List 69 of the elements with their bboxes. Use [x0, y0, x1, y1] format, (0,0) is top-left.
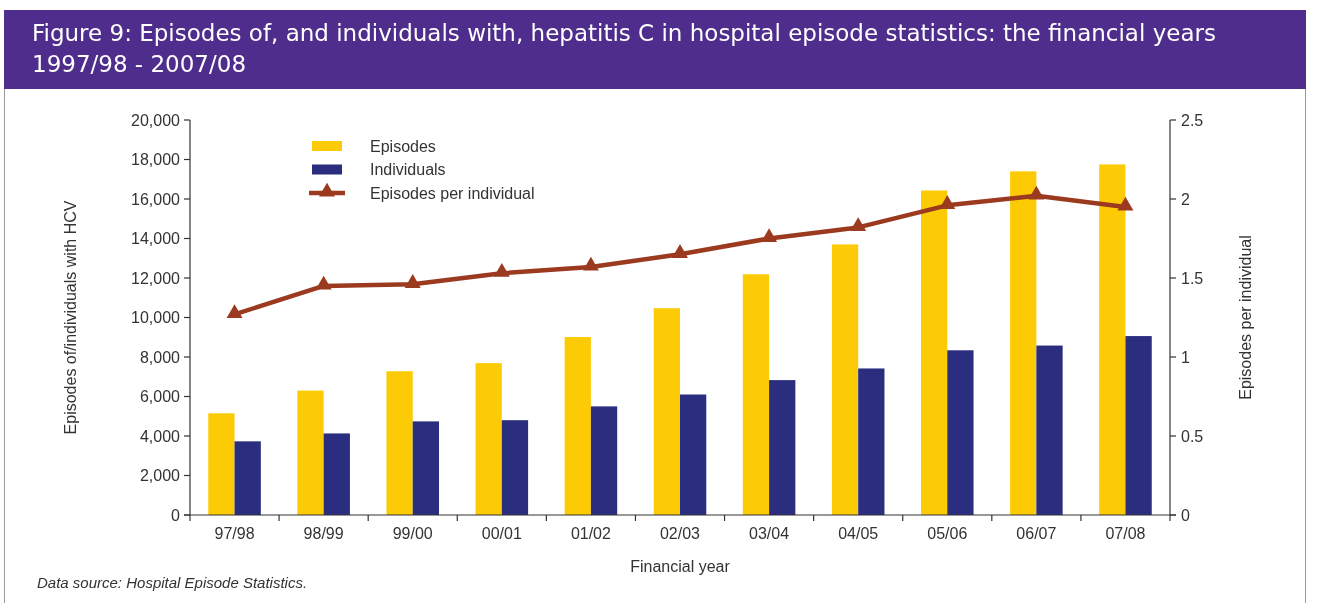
bar [858, 368, 885, 515]
source-note: Data source: Hospital Episode Statistics. [37, 574, 308, 591]
y2-tick-label: 0 [1181, 506, 1190, 524]
y-tick-label: 10,000 [131, 309, 181, 327]
y-tick-label: 0 [171, 506, 181, 524]
chart-title: Figure 9: Episodes of, and individuals with, hepatitis C in hospital episode statistics: the financial years 1997/98 - 2007/08 [32, 20, 1216, 77]
point [939, 195, 956, 209]
legend-label: Episodes [370, 137, 436, 155]
x-tick-label: 04/05 [838, 525, 879, 542]
point [850, 217, 867, 232]
point [582, 256, 599, 271]
y-tick-label: 18,000 [131, 151, 181, 169]
y-tick-label: 8,000 [139, 348, 181, 366]
y-tick-label: 16,000 [131, 190, 181, 208]
y-tick-label: 4,000 [139, 427, 181, 445]
bar [1099, 164, 1126, 515]
x-axis-title: Financial year [630, 558, 731, 575]
bar [653, 308, 680, 515]
bar [947, 350, 974, 515]
bar [1010, 171, 1037, 515]
bar [386, 371, 413, 515]
point [1117, 196, 1134, 211]
bar [1125, 336, 1152, 515]
x-tick-label: 02/03 [659, 525, 701, 542]
y-tick-label: 20,000 [131, 111, 181, 129]
legend-label: Episodes per individual [370, 184, 535, 202]
y2-tick-label: 1 [1181, 348, 1190, 366]
y-tick-label: 2,000 [139, 467, 181, 485]
point [315, 275, 332, 290]
bar [920, 190, 948, 515]
bar [590, 406, 618, 515]
x-tick-label: 03/04 [749, 525, 790, 542]
y2-tick-label: 0.5 [1181, 427, 1204, 445]
bar [769, 380, 796, 515]
y-tick-label: 12,000 [131, 269, 181, 287]
x-tick-label: 06/07 [1016, 525, 1057, 542]
x-tick-label: 98/99 [303, 525, 344, 542]
y-tick-label: 14,000 [131, 230, 181, 248]
y2-tick-label: 2 [1181, 190, 1190, 208]
x-tick-label: 07/08 [1105, 525, 1146, 542]
bar [680, 394, 707, 515]
x-tick-label: 97/98 [214, 525, 255, 542]
legend-label: Individuals [370, 161, 446, 179]
point [1028, 185, 1045, 200]
point [493, 263, 510, 277]
y2-tick-label: 2.5 [1181, 111, 1204, 129]
bar [742, 274, 770, 515]
point [672, 244, 688, 258]
x-tick-label: 99/00 [392, 525, 433, 542]
bar [208, 413, 235, 515]
y2-axis-title: Episodes per individual [1237, 235, 1254, 400]
bar [234, 441, 261, 515]
bar [323, 433, 350, 515]
point [226, 304, 243, 318]
y-tick-label: 6,000 [139, 388, 181, 406]
y-axis-title: Episodes of/individuals with HCV [62, 200, 79, 435]
x-tick-label: 00/01 [481, 525, 522, 542]
point [761, 228, 778, 243]
bar [1036, 345, 1063, 515]
bar [831, 244, 859, 515]
y2-tick-label: 1.5 [1181, 269, 1204, 287]
bar [412, 421, 440, 515]
x-tick-label: 01/02 [570, 525, 612, 542]
bar [475, 363, 502, 515]
point [404, 274, 421, 288]
bar [564, 337, 591, 515]
x-tick-label: 05/06 [927, 525, 968, 542]
bar [297, 390, 324, 515]
bar [501, 420, 529, 515]
